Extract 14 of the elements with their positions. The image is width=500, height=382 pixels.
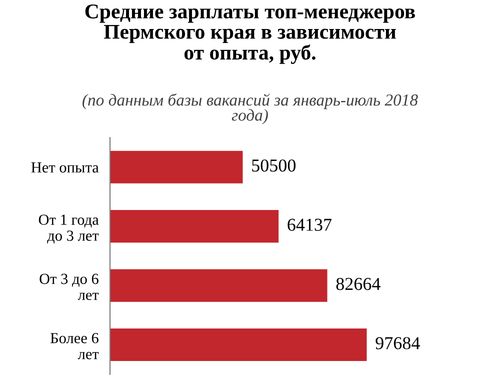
- chart-subtitle: (по данным базы вакансий за январь-июль 2018 года): [82, 94, 418, 124]
- bar: [110, 269, 328, 302]
- bar: [110, 328, 367, 362]
- data-label: 97684: [376, 337, 420, 350]
- data-label: 82664: [336, 278, 380, 290]
- y-tick-label: От 1 года до 3 лет: [38, 214, 99, 244]
- data-label: 50500: [252, 159, 296, 172]
- y-tick-label: Более 6 лет: [50, 333, 99, 360]
- y-tick-label: Нет опыта: [31, 162, 99, 173]
- chart-title: Средние зарплаты топ-менеджеров Пермского края в зависимости от опыта, руб.: [85, 4, 415, 64]
- y-tick-label: От 3 до 6 лет: [40, 274, 99, 300]
- bar: [110, 150, 243, 184]
- bar: [110, 210, 279, 243]
- data-label: 64137: [288, 218, 332, 231]
